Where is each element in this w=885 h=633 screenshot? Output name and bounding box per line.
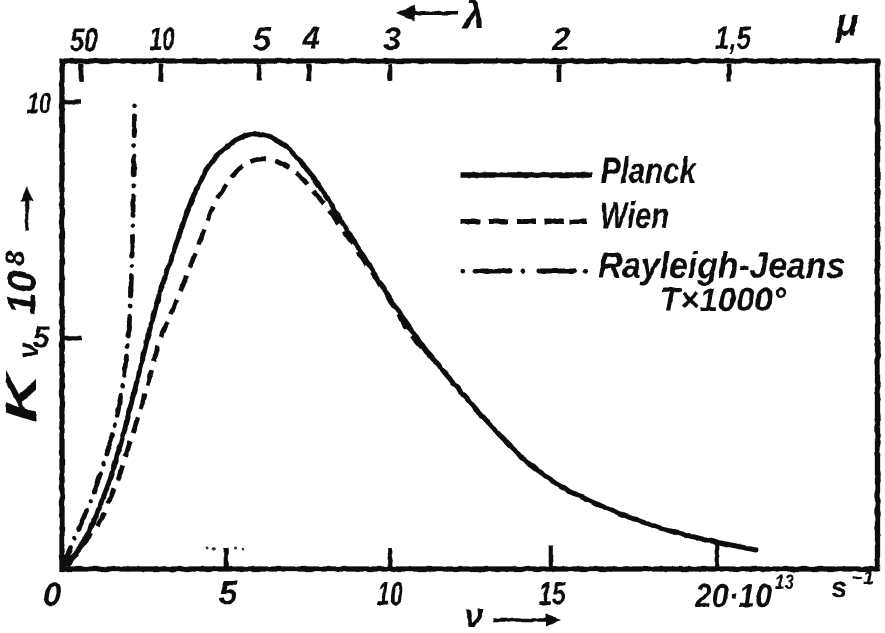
svg-text:10: 10 <box>377 575 403 612</box>
svg-text:5: 5 <box>33 321 51 354</box>
svg-text:−1: −1 <box>852 568 874 589</box>
svg-text:50: 50 <box>70 22 98 58</box>
svg-text:3: 3 <box>383 21 401 57</box>
svg-text:13: 13 <box>775 571 794 594</box>
svg-text:8: 8 <box>0 251 30 266</box>
svg-text:T×1000°: T×1000° <box>660 281 787 318</box>
svg-text:5: 5 <box>219 574 238 611</box>
svg-text:5: 5 <box>253 21 272 57</box>
svg-text:10: 10 <box>27 87 51 120</box>
svg-text:λ: λ <box>461 0 484 37</box>
svg-text:Wien: Wien <box>600 195 669 236</box>
svg-text:K: K <box>0 370 46 423</box>
svg-text:0: 0 <box>43 576 62 613</box>
svg-text:μ: μ <box>835 2 859 44</box>
svg-text:2: 2 <box>551 21 570 57</box>
svg-text:10: 10 <box>0 271 44 316</box>
svg-text:ν: ν <box>12 342 45 359</box>
svg-text:Planck: Planck <box>601 150 698 191</box>
svg-text:15: 15 <box>539 575 566 612</box>
svg-text:s: s <box>831 572 847 604</box>
svg-text:10: 10 <box>150 21 175 57</box>
svg-text:4: 4 <box>301 20 320 56</box>
svg-text:1,5: 1,5 <box>715 20 752 56</box>
svg-text:ν: ν <box>465 597 484 633</box>
svg-text:20·10: 20·10 <box>694 577 772 614</box>
svg-text:Rayleigh-Jeans: Rayleigh-Jeans <box>598 245 845 286</box>
